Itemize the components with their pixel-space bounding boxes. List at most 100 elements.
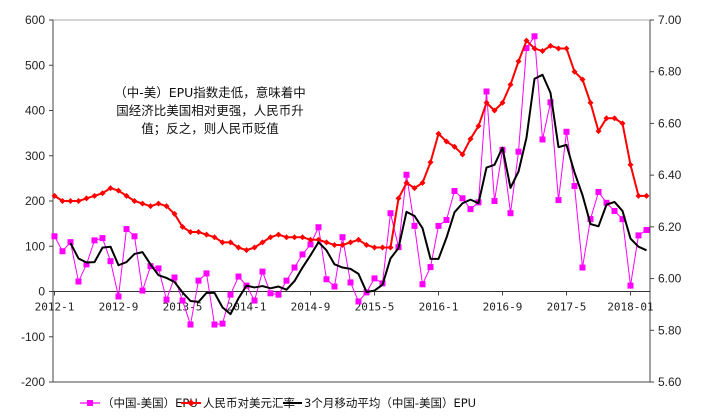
data-point bbox=[515, 148, 522, 155]
data-point bbox=[83, 195, 90, 202]
data-point bbox=[203, 270, 210, 277]
annotation-line-2: 国经济比美国相对更强，人民币升 bbox=[116, 103, 304, 118]
left-tick-label: 0 bbox=[38, 285, 45, 299]
data-point bbox=[107, 258, 114, 265]
data-point bbox=[531, 45, 538, 52]
legend-item-moving-average[interactable]: 3个月移动平均（中国-美国）EPU bbox=[283, 396, 476, 410]
data-point bbox=[595, 128, 602, 135]
data-point bbox=[75, 278, 82, 285]
right-tick-label: 6.80 bbox=[658, 65, 682, 79]
legend-item-exchange-rate[interactable]: 人民币对美元汇率 bbox=[181, 396, 295, 410]
data-point bbox=[643, 226, 650, 233]
data-point bbox=[291, 234, 298, 241]
series-1 bbox=[51, 37, 650, 254]
data-point bbox=[123, 192, 130, 199]
right-tick-label: 6.20 bbox=[658, 220, 682, 234]
x-tick-label: 2012-1 bbox=[35, 301, 75, 314]
data-point bbox=[579, 76, 586, 83]
data-point bbox=[643, 192, 650, 199]
data-point bbox=[451, 188, 458, 195]
left-tick-label: 600 bbox=[25, 13, 45, 27]
data-point bbox=[243, 247, 250, 254]
series-0 bbox=[51, 33, 650, 328]
data-point bbox=[267, 290, 274, 297]
data-point bbox=[139, 287, 146, 294]
data-point bbox=[59, 198, 66, 204]
data-point bbox=[331, 283, 338, 290]
data-point bbox=[579, 264, 586, 271]
data-point bbox=[171, 210, 178, 217]
x-tick-label: 2017-5 bbox=[547, 301, 587, 314]
data-point bbox=[515, 58, 522, 65]
data-point bbox=[147, 203, 154, 210]
data-point bbox=[395, 195, 402, 202]
data-point bbox=[531, 33, 538, 40]
data-point bbox=[387, 244, 394, 251]
data-point bbox=[283, 234, 290, 241]
data-point bbox=[187, 321, 194, 328]
legend-item-epu[interactable]: （中国-美国）EPU bbox=[80, 396, 198, 410]
data-point bbox=[51, 192, 58, 199]
data-point bbox=[611, 115, 618, 122]
data-point bbox=[331, 241, 338, 248]
left-tick-label: 500 bbox=[25, 58, 45, 72]
data-point bbox=[619, 120, 626, 127]
data-point bbox=[523, 45, 530, 52]
data-point bbox=[459, 195, 466, 202]
series-line bbox=[69, 73, 647, 316]
square-marker-icon bbox=[87, 400, 93, 406]
x-tick-label: 2016-1 bbox=[419, 301, 459, 314]
data-point bbox=[491, 198, 498, 204]
data-point bbox=[499, 99, 506, 106]
data-point bbox=[67, 198, 74, 204]
series-layer bbox=[51, 33, 650, 328]
data-point bbox=[443, 138, 450, 145]
data-point bbox=[539, 48, 546, 55]
data-point bbox=[595, 188, 602, 195]
x-tick-label: 2013-5 bbox=[163, 301, 203, 314]
data-point bbox=[299, 251, 306, 258]
data-point bbox=[195, 277, 202, 284]
data-point bbox=[275, 231, 282, 238]
data-point bbox=[291, 264, 298, 271]
data-point bbox=[107, 185, 114, 192]
data-point bbox=[155, 200, 162, 207]
data-point bbox=[387, 210, 394, 217]
data-point bbox=[75, 198, 82, 204]
data-point bbox=[555, 45, 562, 52]
right-tick-label: 5.60 bbox=[658, 375, 682, 389]
right-tick-label: 6.40 bbox=[658, 168, 682, 182]
annotation: （中-美）EPU指数走低，意味着中 国经济比美国相对更强，人民币升 值；反之，则… bbox=[114, 85, 306, 136]
data-point bbox=[475, 123, 482, 130]
x-tick-label: 2014-9 bbox=[291, 301, 331, 314]
data-point bbox=[51, 233, 58, 240]
data-point bbox=[339, 234, 346, 241]
right-tick-label: 5.80 bbox=[658, 323, 682, 337]
data-point bbox=[315, 224, 322, 231]
data-point bbox=[147, 263, 154, 270]
data-point bbox=[299, 234, 306, 241]
left-tick-label: 200 bbox=[25, 194, 45, 208]
left-tick-label: -200 bbox=[21, 375, 45, 389]
data-point bbox=[467, 135, 474, 142]
data-point bbox=[451, 143, 458, 150]
data-point bbox=[179, 223, 186, 230]
data-point bbox=[99, 190, 106, 197]
data-point bbox=[251, 244, 258, 251]
data-point bbox=[411, 222, 418, 229]
legend: （中国-美国）EPU 人民币对美元汇率 3个月移动平均（中国-美国）EPU bbox=[80, 396, 476, 410]
data-point bbox=[275, 291, 282, 298]
data-point bbox=[507, 81, 514, 88]
x-tick-label: 2012-9 bbox=[99, 301, 139, 314]
data-point bbox=[355, 298, 362, 305]
data-point bbox=[347, 239, 354, 246]
data-point bbox=[323, 239, 330, 246]
data-point bbox=[483, 88, 490, 95]
data-point bbox=[635, 192, 642, 199]
data-point bbox=[227, 239, 234, 246]
data-point bbox=[363, 241, 370, 248]
data-point bbox=[467, 206, 474, 213]
data-point bbox=[195, 229, 202, 236]
data-point bbox=[219, 320, 226, 327]
data-point bbox=[419, 281, 426, 288]
